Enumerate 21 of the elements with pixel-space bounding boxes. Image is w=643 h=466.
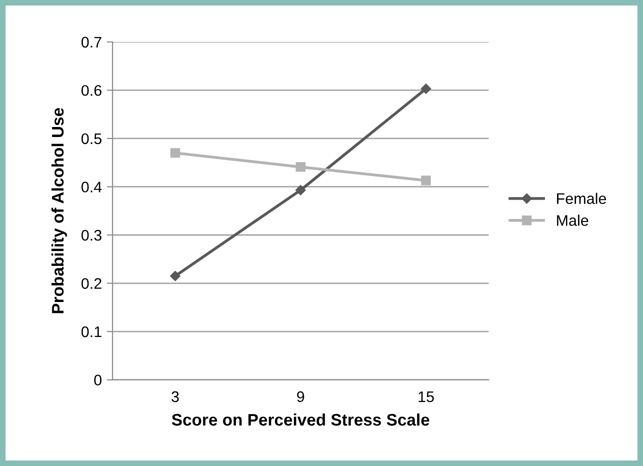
point: [420, 84, 432, 94]
point: [421, 176, 431, 186]
x-axis-title: Score on Perceived Stress Scale: [172, 413, 430, 426]
x-tick-label: 9: [297, 391, 304, 402]
y-tick-label: 0.7: [81, 36, 102, 48]
point: [170, 148, 180, 158]
legend-label: Male: [557, 214, 588, 226]
y-tick-label: 0.2: [81, 278, 102, 289]
y-tick-label: 0.1: [81, 326, 102, 338]
y-tick-label: 0: [94, 374, 102, 386]
y-tick-label: 0.3: [81, 230, 102, 241]
x-tick-label: 15: [418, 391, 434, 402]
x-tick-label: 3: [172, 391, 179, 402]
legend-label: Female: [557, 192, 606, 204]
y-axis-title: Probability of Alcohol Use: [51, 108, 67, 314]
point: [296, 162, 306, 172]
point: [170, 270, 180, 282]
y-tick-label: 0.6: [81, 85, 102, 96]
point: [295, 184, 306, 196]
y-tick-label: 0.5: [81, 133, 102, 144]
y-tick-label: 0.4: [81, 182, 102, 192]
